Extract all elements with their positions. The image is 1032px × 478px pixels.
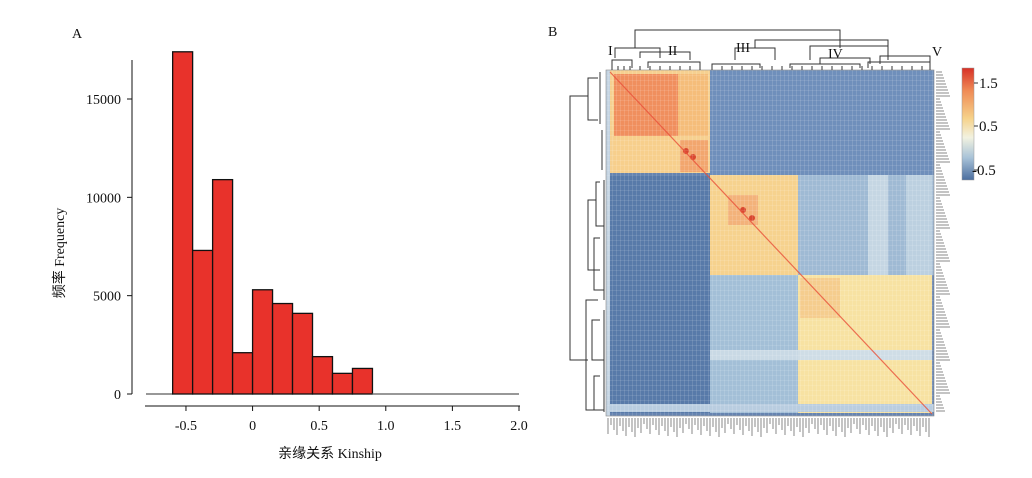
histogram-bar <box>191 249 214 395</box>
row-dendrogram <box>569 72 605 412</box>
histogram-panel: A -0.5 0 0.5 1.0 1.5 2.0 0 5000 10000 15000 亲缘关系… <box>51 27 528 462</box>
cluster-label-ii: II <box>668 44 678 59</box>
x-tick-label: 0 <box>249 419 256 434</box>
color-scale-legend: 1.5 0.5 -0.5 <box>961 67 998 181</box>
histogram-bar <box>251 289 274 395</box>
cluster-label-i: I <box>608 44 613 59</box>
histogram-bar <box>231 352 254 395</box>
colorbar-tick-mid: 0.5 <box>979 119 998 135</box>
y-tick-label: 15000 <box>86 93 121 108</box>
colorbar-tick-low: -0.5 <box>972 163 996 179</box>
histogram-bar <box>171 51 194 395</box>
histogram-bars <box>146 51 519 395</box>
column-sample-labels <box>607 418 930 437</box>
panel-a-label: A <box>72 27 83 42</box>
histogram-bar <box>271 302 294 395</box>
row-sample-labels <box>936 71 950 412</box>
y-tick-label: 10000 <box>86 191 121 206</box>
y-ticks: 0 5000 10000 15000 <box>86 93 132 403</box>
heatmap-panel: B <box>548 25 998 437</box>
y-axis-title: 频率 Frequency <box>51 208 68 299</box>
x-axis-title: 亲缘关系 Kinship <box>278 446 382 462</box>
column-dendrogram <box>611 29 931 70</box>
colorbar-tick-high: 1.5 <box>979 76 998 92</box>
histogram-bar <box>351 367 374 395</box>
x-tick-label: 0.5 <box>310 419 328 434</box>
x-tick-label: 1.0 <box>377 419 395 434</box>
x-tick-label: 2.0 <box>510 419 528 434</box>
cluster-label-iv: IV <box>828 47 843 62</box>
cluster-label-iii: III <box>736 41 750 56</box>
x-ticks: -0.5 0 0.5 1.0 1.5 2.0 <box>175 406 528 434</box>
histogram-bar <box>211 178 234 395</box>
histogram-bar <box>291 312 314 395</box>
histogram-bar <box>311 355 334 395</box>
kinship-heatmap <box>605 69 935 417</box>
y-tick-label: 0 <box>114 388 121 403</box>
x-tick-label: 1.5 <box>444 419 462 434</box>
panel-b-label: B <box>548 25 557 40</box>
y-tick-label: 5000 <box>93 290 121 305</box>
histogram-bar <box>331 372 354 395</box>
x-tick-label: -0.5 <box>175 419 197 434</box>
colorbar-gradient <box>961 67 975 181</box>
cluster-label-v: V <box>932 45 942 60</box>
